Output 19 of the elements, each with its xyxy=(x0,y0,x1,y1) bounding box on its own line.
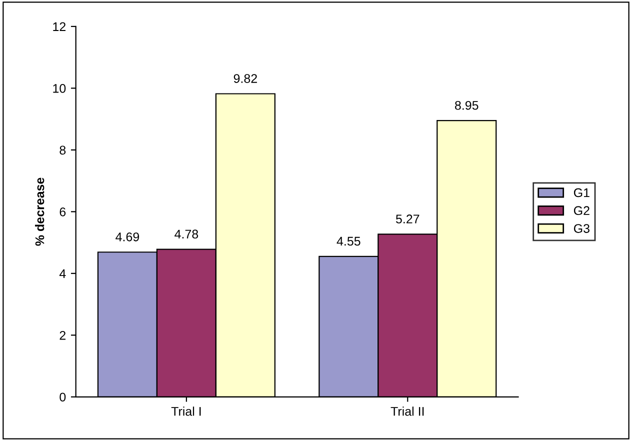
data-label: 9.82 xyxy=(234,74,257,83)
y-tick-label: 10 xyxy=(53,84,66,93)
x-tick-label: Trial II xyxy=(390,406,424,416)
data-label: 5.27 xyxy=(396,214,420,224)
legend-label: G1 xyxy=(574,188,590,198)
y-tick-label: 2 xyxy=(60,330,66,340)
data-label: 8.95 xyxy=(455,100,478,110)
y-axis-title: % decrease xyxy=(35,178,44,246)
y-tick-label: 0 xyxy=(60,392,66,402)
y-tick-label: 6 xyxy=(60,207,66,216)
y-tick-label: 8 xyxy=(60,146,66,155)
y-tick-label: 4 xyxy=(59,269,66,278)
data-label: 4.78 xyxy=(174,230,198,239)
legend-label: G2 xyxy=(574,206,590,216)
x-tick-label: Trial I xyxy=(171,406,201,416)
data-label: 4.69 xyxy=(116,232,140,242)
y-tick-label: 12 xyxy=(53,22,66,31)
data-label: 4.55 xyxy=(336,236,360,246)
legend-label: G3 xyxy=(574,224,590,233)
